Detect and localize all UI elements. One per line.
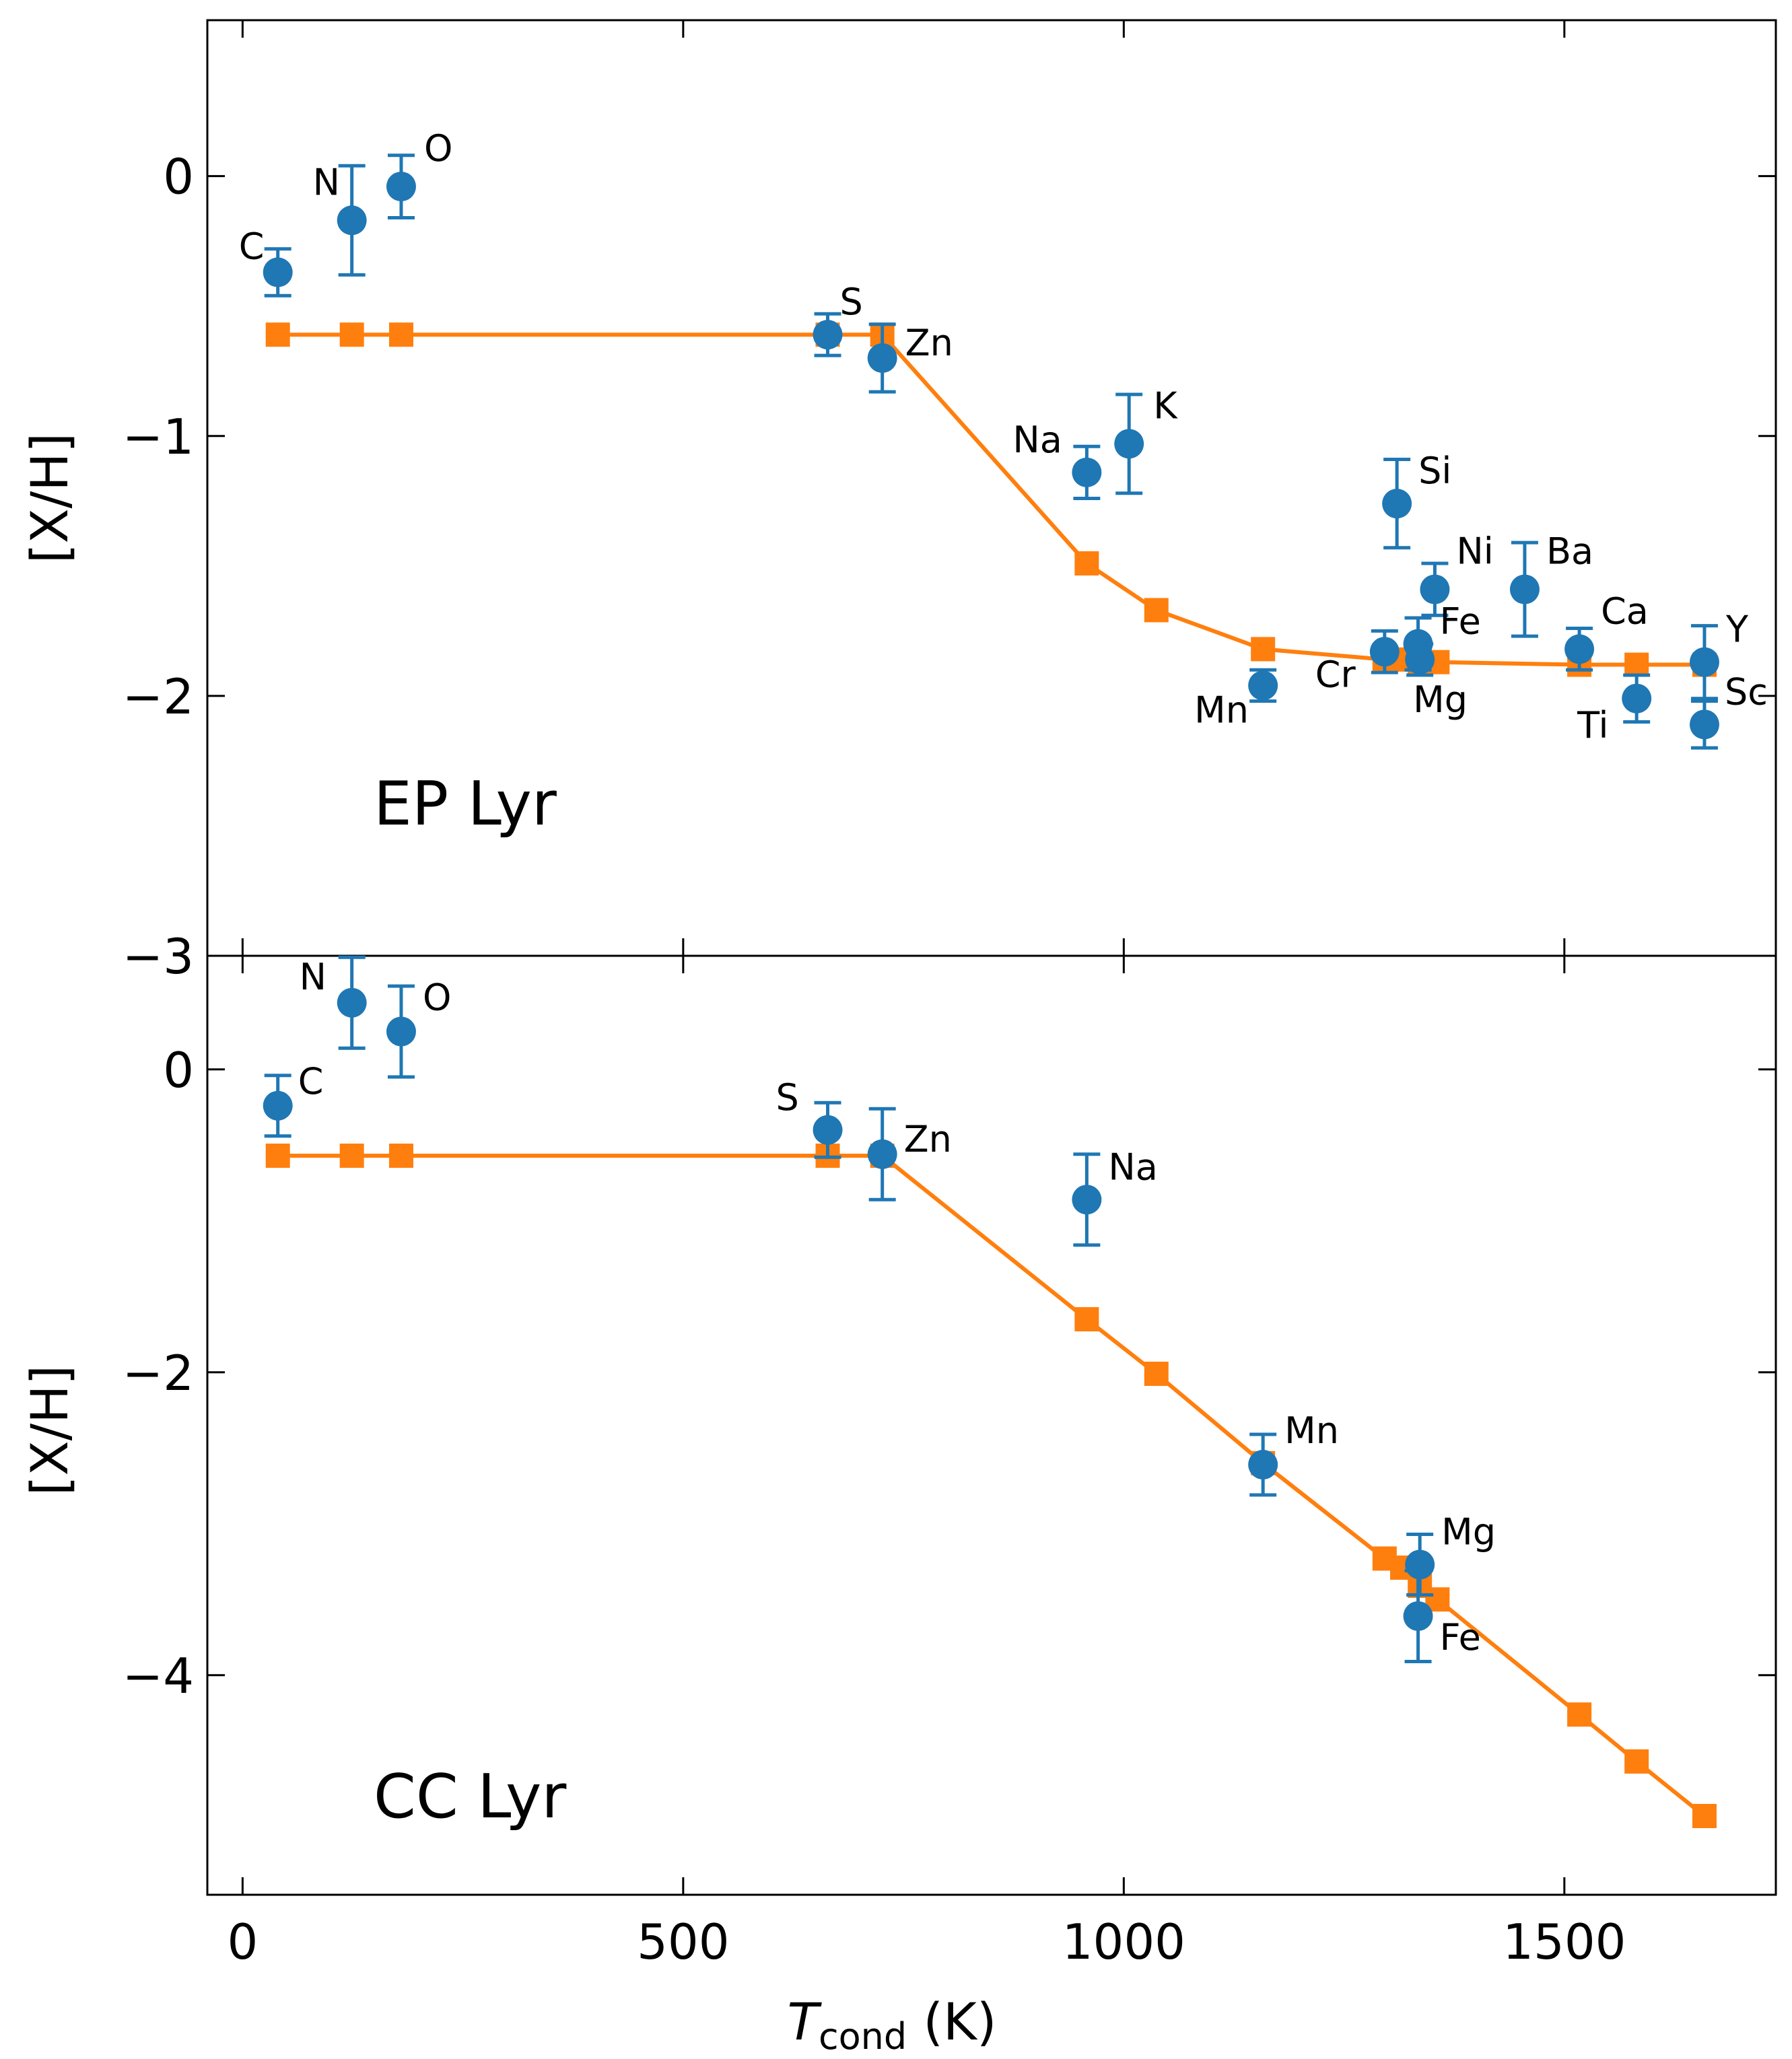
model-marker xyxy=(1144,1362,1169,1386)
panel-title: CC Lyr xyxy=(374,1761,566,1832)
element-label: Mn xyxy=(1194,689,1249,731)
y-tick-label: 0 xyxy=(163,149,194,205)
element-label: Si xyxy=(1418,450,1451,492)
element-label: C xyxy=(298,1060,324,1103)
model-marker xyxy=(339,322,364,347)
model-marker xyxy=(1144,598,1169,623)
observed-point xyxy=(867,343,897,373)
observed-point xyxy=(1622,683,1652,713)
y-tick-label: −2 xyxy=(123,668,194,725)
x-axis-label-subscript: cond xyxy=(819,2015,907,2058)
observed-point xyxy=(1369,637,1400,667)
element-label: Fe xyxy=(1440,600,1481,643)
observed-point xyxy=(1420,574,1450,604)
y-tick-label: −1 xyxy=(123,409,194,465)
observed-point xyxy=(1072,457,1102,487)
x-tick-label: 1500 xyxy=(1503,1914,1626,1970)
y-axis-label-bottom: [X/H] xyxy=(20,1365,79,1496)
model-marker xyxy=(1074,551,1099,575)
panel-title: EP Lyr xyxy=(374,769,557,839)
element-label: N xyxy=(300,956,326,998)
observed-point xyxy=(1403,1601,1433,1631)
observed-point xyxy=(263,257,293,287)
element-label: Cr xyxy=(1315,653,1356,695)
model-marker xyxy=(265,1144,290,1168)
observed-point xyxy=(337,987,367,1018)
model-line xyxy=(277,1154,1706,1818)
model-marker xyxy=(265,322,290,347)
x-axis-label: Tcond (K) xyxy=(788,1992,997,2058)
observed-point xyxy=(1689,647,1719,677)
model-marker xyxy=(1692,1804,1717,1828)
element-label: Sc xyxy=(1725,670,1768,713)
element-label: Mg xyxy=(1441,1511,1496,1554)
observed-point xyxy=(1072,1185,1102,1215)
y-tick-label: −2 xyxy=(123,1345,194,1401)
observed-point xyxy=(263,1090,293,1121)
element-label: Zn xyxy=(904,1118,952,1160)
observed-point xyxy=(1405,644,1435,674)
x-axis-label-unit: (K) xyxy=(907,1992,996,2052)
observed-point xyxy=(337,205,367,236)
model-marker xyxy=(1251,637,1276,662)
observed-point xyxy=(813,320,843,350)
observed-point xyxy=(1248,670,1278,701)
element-label: Ba xyxy=(1546,530,1593,573)
panel-cc-lyr: 0 500 1000 1500 0 −2 −4 C N O S Zn Na Mn Mg Fe CC Lyr xyxy=(123,954,1777,1970)
element-label: Na xyxy=(1012,419,1062,461)
x-tick-label: 0 xyxy=(227,1914,258,1970)
y-axis-label-top: [X/H] xyxy=(20,433,79,563)
element-label: Mn xyxy=(1284,1409,1339,1452)
observed-point xyxy=(1382,489,1412,519)
model-marker xyxy=(339,1144,364,1168)
element-label: Zn xyxy=(905,322,953,364)
element-label: O xyxy=(423,977,452,1019)
element-label: C xyxy=(239,225,265,268)
y-tick-label: 0 xyxy=(163,1042,194,1098)
observed-point xyxy=(386,172,416,202)
model-line xyxy=(277,333,1704,667)
element-label: N xyxy=(313,161,340,203)
observed-point xyxy=(1564,634,1595,664)
element-label: S xyxy=(776,1076,799,1119)
element-label: K xyxy=(1153,384,1178,427)
element-label: Y xyxy=(1725,608,1749,651)
model-marker xyxy=(1624,652,1649,677)
observed-point xyxy=(1405,1549,1435,1580)
observed-point xyxy=(1248,1450,1278,1479)
x-tick-label: 1000 xyxy=(1062,1914,1185,1970)
element-label: Fe xyxy=(1440,1616,1481,1659)
model-marker xyxy=(1567,1702,1592,1727)
observed-point xyxy=(867,1139,897,1169)
element-label: Na xyxy=(1108,1146,1158,1188)
axes-frame xyxy=(206,954,1777,1896)
model-marker xyxy=(1624,1749,1649,1774)
observed-point xyxy=(386,1016,416,1047)
model-marker xyxy=(388,322,413,347)
element-label: S xyxy=(840,281,863,323)
y-tick-label: −4 xyxy=(123,1648,194,1704)
observed-point xyxy=(813,1115,843,1145)
x-tick-label: 500 xyxy=(637,1914,729,1970)
observed-point xyxy=(1689,709,1719,740)
model-marker xyxy=(1074,1307,1099,1331)
x-axis-label-main: T xyxy=(788,1992,823,2052)
element-label: Mg xyxy=(1413,678,1468,721)
element-label: Ca xyxy=(1601,590,1649,632)
observed-point xyxy=(1509,574,1540,604)
y-tick-label: −3 xyxy=(123,928,194,985)
element-label: Ni xyxy=(1456,530,1493,573)
model-marker xyxy=(388,1144,413,1168)
observed-point xyxy=(1114,429,1144,459)
element-label: Ti xyxy=(1577,704,1608,746)
element-label: O xyxy=(424,127,453,170)
